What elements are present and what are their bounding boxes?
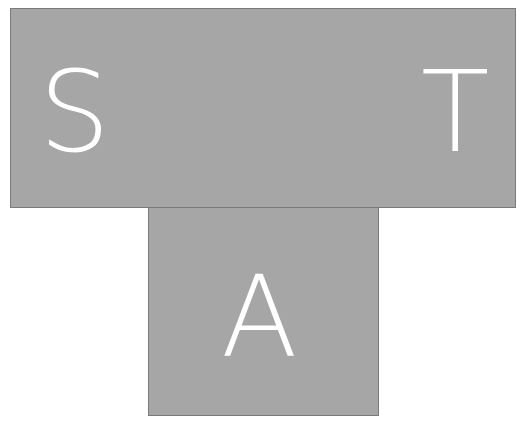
label-s: S bbox=[39, 48, 111, 178]
label-t: T bbox=[421, 48, 490, 178]
top-block: S T bbox=[10, 8, 516, 208]
bottom-block: A bbox=[148, 207, 379, 416]
label-a: A bbox=[221, 253, 298, 383]
